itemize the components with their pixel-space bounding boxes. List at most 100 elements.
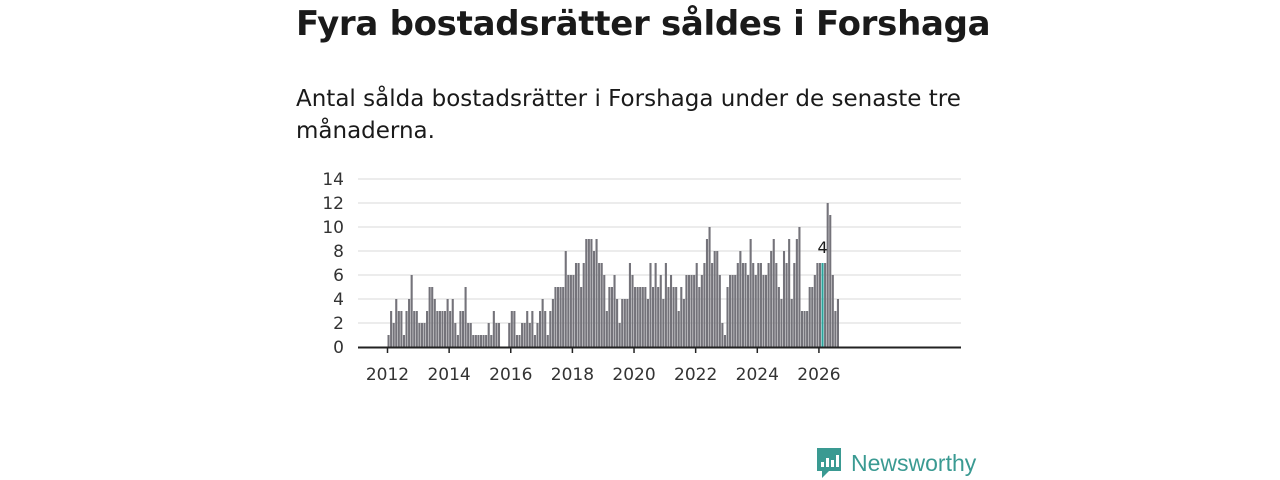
- bar: [492, 311, 495, 347]
- bar: [603, 275, 606, 347]
- bar: [397, 311, 400, 347]
- bar: [477, 335, 480, 347]
- bar: [523, 323, 526, 347]
- bar: [754, 275, 757, 347]
- bar: [592, 251, 596, 347]
- bar: [410, 275, 413, 347]
- bar: [775, 263, 778, 347]
- bar: [420, 323, 423, 347]
- bar: [726, 287, 729, 347]
- bar: [770, 251, 773, 347]
- bar: [590, 239, 593, 347]
- bar: [782, 251, 786, 347]
- bar: [616, 299, 619, 347]
- bar: [634, 287, 637, 347]
- bar: [479, 335, 483, 347]
- bar: [685, 275, 688, 347]
- bar: [687, 275, 691, 347]
- bar: [400, 311, 403, 347]
- bar: [474, 335, 477, 347]
- bar: [711, 263, 714, 347]
- y-tick-label: 2: [333, 314, 344, 334]
- bars: [387, 203, 839, 347]
- bar: [567, 275, 570, 347]
- bar: [831, 275, 834, 347]
- bar: [752, 263, 755, 347]
- bar: [646, 299, 649, 347]
- bar: [762, 275, 765, 347]
- bar: [610, 287, 614, 347]
- bar: [808, 287, 811, 347]
- bar: [800, 311, 804, 347]
- bar: [426, 311, 429, 347]
- bar: [405, 311, 408, 347]
- bar: [664, 263, 667, 347]
- bar: [641, 287, 644, 347]
- bar: [528, 323, 531, 347]
- bar: [600, 263, 603, 347]
- bar: [395, 299, 398, 347]
- bar: [431, 287, 434, 347]
- bar: [551, 299, 554, 347]
- bar: [451, 299, 454, 347]
- bar: [649, 263, 652, 347]
- bar: [818, 263, 822, 347]
- bar: [464, 287, 467, 347]
- x-tick-label: 2014: [427, 365, 470, 385]
- bar: [626, 299, 629, 347]
- x-axis-ticks: 2012 2014 2016 2018 2020 2022 2024 2026: [366, 347, 841, 385]
- bar: [836, 299, 839, 347]
- bar: [667, 287, 670, 347]
- bar: [549, 311, 552, 347]
- bar: [731, 275, 734, 347]
- bar: [700, 275, 703, 347]
- bar: [834, 311, 837, 347]
- y-tick-label: 0: [333, 338, 344, 358]
- bar: [682, 299, 685, 347]
- bar: [508, 323, 511, 347]
- bar: [669, 275, 673, 347]
- bar: [449, 311, 452, 347]
- bar: [469, 323, 472, 347]
- bar: [741, 263, 744, 347]
- bar: [767, 263, 770, 347]
- bar: [521, 323, 524, 347]
- bar: [739, 251, 742, 347]
- x-tick-label: 2026: [797, 365, 840, 385]
- bar: [461, 311, 465, 347]
- bar: [438, 311, 441, 347]
- bar: [628, 263, 631, 347]
- y-axis-ticks: 0 2 4 6 8 10 12 14: [322, 170, 344, 358]
- bar: [772, 239, 775, 347]
- bar: [785, 263, 788, 347]
- y-tick-label: 12: [322, 194, 344, 214]
- bar: [441, 311, 444, 347]
- bar: [518, 335, 521, 347]
- bar: [574, 263, 578, 347]
- bar: [759, 263, 762, 347]
- bar: [510, 311, 513, 347]
- bar: [490, 335, 493, 347]
- bar: [621, 299, 624, 347]
- bar: [644, 287, 647, 347]
- newsworthy-brand: Newsworthy: [815, 446, 976, 480]
- bar: [705, 239, 709, 347]
- bar-chart: 0 2 4 6 8 10 12 14 2012 2014 2016 2018 2020 2022 2024…: [322, 170, 961, 385]
- bar: [716, 251, 719, 347]
- bar: [806, 311, 809, 347]
- brand-name: Newsworthy: [851, 449, 977, 476]
- bar: [585, 239, 588, 347]
- bar: [485, 335, 488, 347]
- bar: [793, 263, 796, 347]
- bar: [608, 287, 611, 347]
- x-tick-label: 2022: [674, 365, 717, 385]
- chart-subtitle: Antal sålda bostadsrätter i Forshaga und…: [296, 86, 961, 144]
- bar: [495, 323, 498, 347]
- highlight-bar: [821, 263, 824, 347]
- bar: [798, 227, 801, 347]
- bar: [387, 335, 390, 347]
- bar: [482, 335, 485, 347]
- bar: [713, 251, 716, 347]
- bar: [513, 311, 516, 347]
- bar: [829, 215, 832, 347]
